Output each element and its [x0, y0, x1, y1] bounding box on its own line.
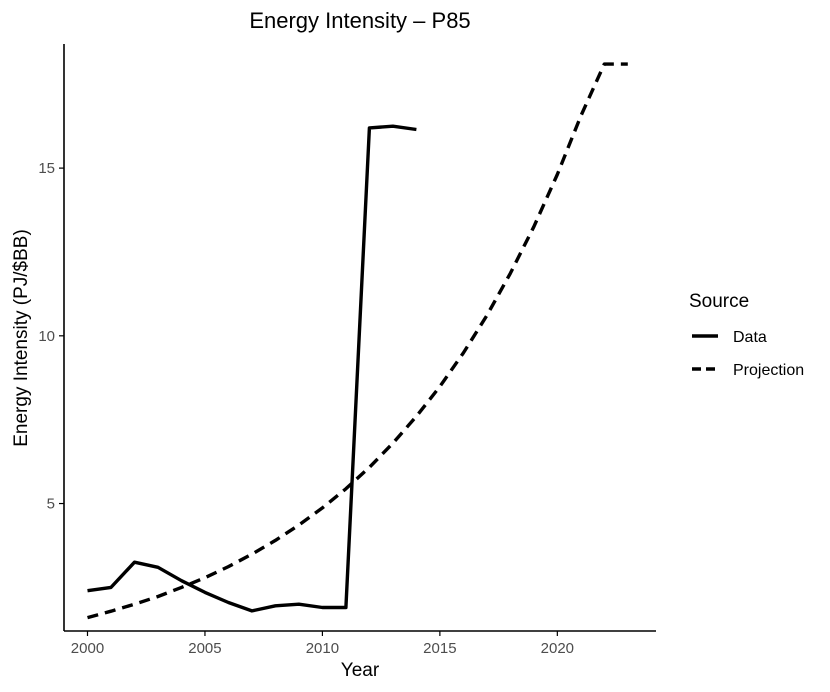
legend-label-data: Data	[733, 329, 767, 346]
y-ticks: 5 10 15	[38, 160, 64, 513]
legend-title: Source	[689, 291, 749, 312]
x-tick-label: 2005	[188, 640, 221, 657]
series-line-data	[87, 124, 417, 613]
chart-title: Energy Intensity – P85	[249, 8, 470, 33]
x-axis-label: Year	[341, 660, 380, 681]
plot-area: 2000 2005 2010 2015 2020 5 10 15	[38, 44, 656, 657]
y-tick-label: 10	[38, 328, 55, 345]
x-tick-label: 2010	[306, 640, 339, 657]
series-line-projection	[87, 62, 628, 620]
x-ticks: 2000 2005 2010 2015 2020	[71, 631, 574, 657]
legend-label-projection: Projection	[733, 362, 804, 379]
x-tick-label: 2000	[71, 640, 104, 657]
y-tick-label: 15	[38, 160, 55, 177]
y-tick-label: 5	[47, 496, 55, 513]
x-tick-label: 2015	[423, 640, 456, 657]
x-tick-label: 2020	[541, 640, 574, 657]
series-layer	[87, 62, 628, 620]
y-axis-label: Energy Intensity (PJ/$BB)	[11, 229, 32, 447]
legend: Source Data Projection	[689, 291, 804, 379]
